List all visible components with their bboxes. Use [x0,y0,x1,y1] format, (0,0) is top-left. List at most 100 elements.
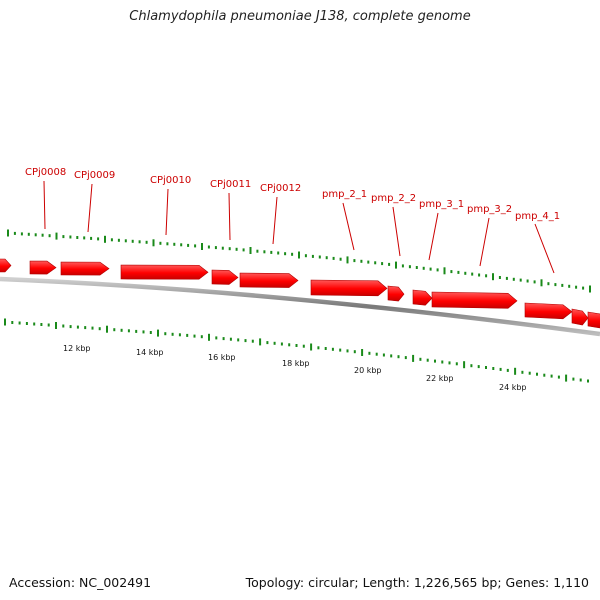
upper-minor-tick [575,285,578,289]
lower-minor-tick [149,331,152,334]
gene-arrow [412,289,433,306]
lower-minor-tick [266,341,269,345]
lower-minor-tick [295,344,298,347]
upper-minor-tick [62,235,65,239]
scale-label: 18 kbp [282,359,310,368]
upper-minor-tick [83,236,86,240]
lower-minor-tick [76,325,79,329]
gene-label: pmp_3_1 [419,199,464,210]
lower-minor-tick [521,370,524,374]
upper-minor-tick [381,262,384,266]
upper-minor-tick [568,284,571,288]
lower-major-tick [361,349,364,356]
upper-minor-tick [422,266,425,270]
upper-minor-tick [505,276,508,280]
lower-minor-tick [448,361,451,365]
lower-minor-tick [69,325,72,329]
upper-minor-tick [277,251,280,255]
lower-minor-tick [441,360,444,364]
upper-minor-tick [554,283,557,287]
upper-minor-tick [485,274,488,278]
gene-label-leader [272,196,278,245]
upper-minor-tick [69,235,72,239]
lower-minor-tick [397,355,400,359]
gene-labels: CPj0008 CPj0009 CPj0010 CPj0011 CPj0012 pmp_2… [25,167,560,222]
lower-minor-tick [470,364,473,368]
upper-major-tick [249,247,252,254]
upper-minor-tick [97,237,100,241]
upper-minor-tick [471,272,474,276]
upper-major-tick [492,273,494,281]
lower-minor-tick [229,337,232,341]
scale-label: 22 kbp [426,374,454,383]
map-title: Chlamydophila pneumoniae J138, complete … [129,9,471,24]
lower-minor-tick [572,377,575,381]
gene-arrow [120,264,209,280]
upper-minor-tick [256,249,259,253]
upper-minor-tick [117,238,120,242]
accession-text: Accession: NC_002491 [9,575,152,590]
gene-label-leader [228,192,231,241]
lower-minor-tick [455,362,458,366]
upper-minor-tick [367,260,370,264]
gene-label-leader [428,212,439,261]
upper-major-tick [298,251,300,259]
upper-minor-tick [353,259,356,263]
upper-minor-tick [533,280,536,284]
lower-major-tick [4,318,6,326]
lower-minor-tick [193,334,196,338]
upper-minor-tick [159,241,162,245]
lower-minor-tick [346,349,349,353]
lower-minor-tick [62,324,65,328]
upper-minor-tick [526,279,529,283]
upper-tick-track [7,229,591,293]
lower-minor-tick [11,321,14,324]
upper-minor-tick [429,267,432,271]
lower-major-tick [310,343,313,351]
gene-arrow [310,279,388,297]
upper-minor-tick [318,255,321,259]
gene-label-leader [87,183,93,233]
lower-minor-tick [317,346,320,350]
gene-label-leader [392,206,401,257]
upper-minor-tick [512,277,515,281]
scale-label: 14 kbp [136,348,164,357]
gene-track [0,258,600,329]
upper-minor-tick [187,243,190,247]
upper-minor-tick [131,239,134,243]
upper-minor-tick [194,244,197,248]
gene-arrow [211,269,239,285]
gene-arrow [571,308,589,326]
upper-minor-tick [304,254,307,258]
lower-minor-tick [91,326,94,330]
scale-label: 20 kbp [354,366,382,375]
upper-minor-tick [339,257,342,261]
lower-minor-tick [47,323,50,327]
upper-minor-tick [228,247,231,251]
lower-minor-tick [499,367,502,371]
lower-minor-tick [485,366,487,369]
upper-minor-tick [76,236,79,239]
upper-minor-tick [291,252,294,256]
scale-label: 16 kbp [208,353,236,362]
upper-minor-tick [48,234,51,238]
lower-minor-tick [186,333,189,337]
gene-label: CPj0012 [260,183,301,194]
gene-arrow [239,272,299,288]
lower-minor-tick [434,359,436,363]
upper-major-tick [540,279,543,287]
upper-minor-tick [311,254,314,258]
scale-label: 24 kbp [499,383,527,392]
gene-label: CPj0010 [150,175,191,186]
lower-major-tick [55,322,57,329]
lower-minor-tick [200,335,203,339]
lower-minor-tick [273,341,276,345]
upper-minor-tick [360,259,363,263]
upper-minor-tick [519,278,522,282]
upper-minor-tick [13,231,16,235]
upper-minor-tick [41,233,44,237]
lower-minor-tick [543,373,546,377]
upper-major-tick [55,232,58,240]
lower-minor-tick [98,327,101,331]
lower-minor-tick [84,326,87,330]
